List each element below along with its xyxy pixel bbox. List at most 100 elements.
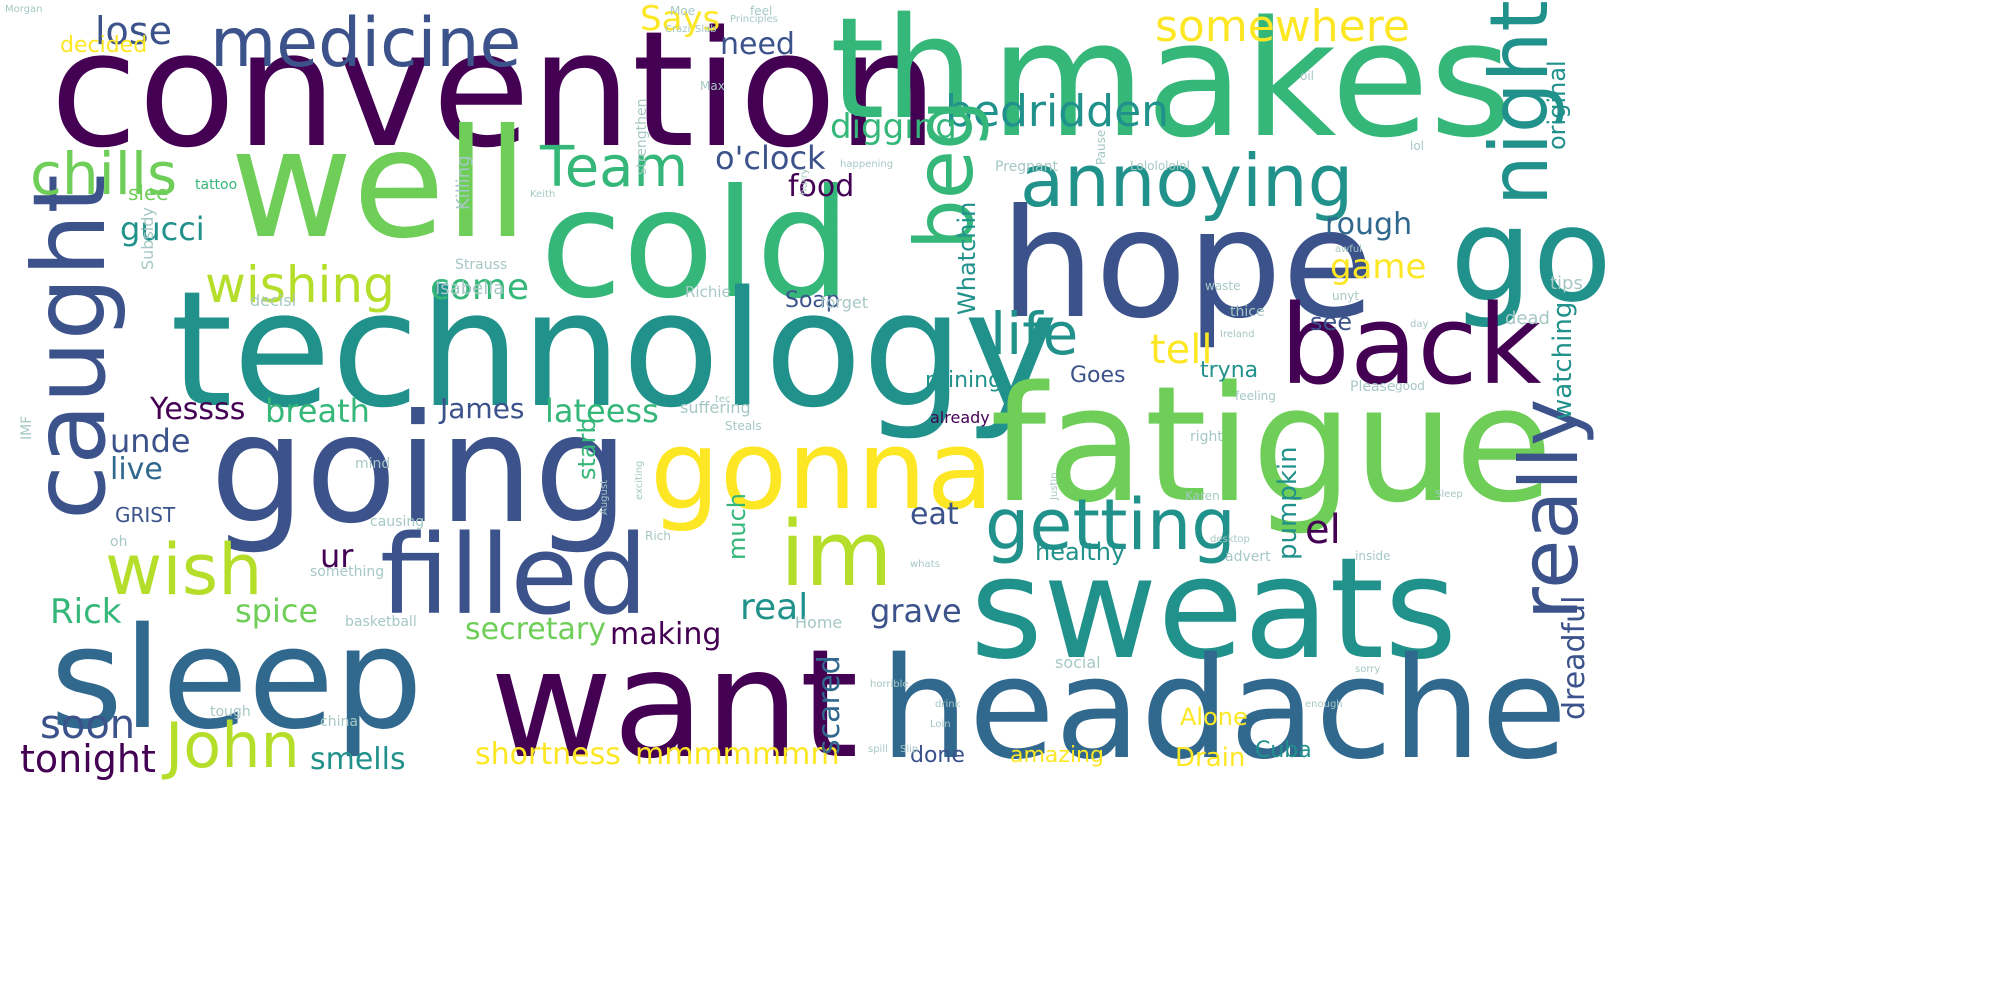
cloud-word: tips <box>1550 273 1583 294</box>
cloud-word: starb <box>573 418 601 480</box>
cloud-word: feel <box>750 4 773 18</box>
cloud-word: hope <box>1000 178 1375 352</box>
cloud-word: real <box>740 587 809 628</box>
cloud-word: amazing <box>1010 743 1104 768</box>
cloud-word: want <box>490 618 859 792</box>
cloud-word: hurry <box>799 168 810 195</box>
cloud-word: strengthen <box>634 98 650 175</box>
cloud-word: basketball <box>345 614 417 630</box>
cloud-word: convention <box>50 0 939 183</box>
cloud-word: Subsidy <box>138 207 157 270</box>
cloud-word: wish <box>105 529 263 611</box>
cloud-word: sleep <box>50 598 423 761</box>
cloud-word: Sleep <box>1435 489 1463 500</box>
cloud-word: IMF <box>19 415 35 440</box>
cloud-word: tough <box>210 704 251 720</box>
cloud-word: awful <box>1335 244 1362 255</box>
cloud-word: tonight <box>20 737 156 781</box>
cloud-word: food <box>788 169 855 204</box>
cloud-word: oh <box>110 534 128 550</box>
cloud-word: go <box>1450 179 1613 331</box>
cloud-word: watching <box>1548 301 1578 420</box>
cloud-word: bedridden <box>945 86 1170 137</box>
cloud-word: Alone <box>1180 703 1248 731</box>
cloud-word: unde <box>110 422 191 460</box>
cloud-word: advert <box>1225 549 1271 565</box>
cloud-word: Pause <box>1094 129 1108 165</box>
cloud-word: ur <box>320 537 354 575</box>
cloud-word: need <box>720 27 795 62</box>
cloud-word: th <box>830 0 974 151</box>
cloud-word: filled <box>380 511 648 639</box>
cloud-word: o'clock <box>715 139 826 177</box>
cloud-word: slee <box>128 181 169 205</box>
cloud-word: decisi <box>250 291 297 310</box>
cloud-word: forget <box>820 293 868 312</box>
cloud-word: tec <box>715 394 731 405</box>
cloud-word: game <box>1330 247 1427 287</box>
cloud-word: breath <box>265 392 370 430</box>
cloud-word: August <box>599 480 610 515</box>
cloud-word: headache <box>880 628 1568 791</box>
cloud-word: see <box>1310 308 1353 336</box>
cloud-word: waste <box>1205 279 1241 293</box>
cloud-word: happening <box>840 159 894 170</box>
cloud-word: tell <box>1150 327 1213 373</box>
cloud-word: pumpkin <box>1273 446 1303 560</box>
cloud-word: Morgan <box>5 4 43 15</box>
cloud-word: medicine <box>210 4 522 83</box>
cloud-word: Killing <box>453 155 474 210</box>
cloud-word: desktop <box>1210 534 1250 545</box>
cloud-word: scared <box>812 655 847 755</box>
cloud-word: Whatchin <box>953 201 981 315</box>
cloud-word: feeling <box>1235 389 1276 403</box>
cloud-word: healthy <box>1035 538 1126 566</box>
cloud-word: Cuba <box>1255 738 1312 763</box>
cloud-word: live <box>110 452 163 487</box>
cloud-word: Isabella <box>435 278 505 299</box>
cloud-word: Home <box>795 613 843 632</box>
cloud-word: Karen <box>1185 489 1220 503</box>
cloud-word: tryna <box>1200 358 1259 383</box>
cloud-word: soon <box>40 702 136 748</box>
cloud-word: wishing <box>205 256 395 314</box>
cloud-word: Drain <box>1175 743 1246 773</box>
cloud-word: technology <box>170 256 1059 443</box>
cloud-word: lateess <box>545 392 659 430</box>
cloud-word: Team <box>540 135 689 200</box>
cloud-word: spill <box>868 744 888 755</box>
cloud-word: secretary <box>465 612 606 647</box>
cloud-word: getting <box>985 484 1236 566</box>
cloud-word: suffering <box>680 398 751 417</box>
cloud-word: day <box>1410 319 1429 330</box>
cloud-word: unyt <box>1332 289 1360 303</box>
cloud-word: gucci <box>120 210 205 248</box>
cloud-word: decided <box>60 33 148 58</box>
cloud-word: digging <box>830 107 957 147</box>
cloud-word: chills <box>30 140 178 208</box>
cloud-word: caught <box>11 174 128 520</box>
cloud-word: something <box>310 564 385 580</box>
cloud-word: already <box>930 408 990 427</box>
cloud-word: GRIST <box>115 503 176 527</box>
cloud-word: social <box>1055 653 1101 672</box>
cloud-word: eat <box>910 497 959 532</box>
cloud-word: Loin <box>930 719 951 730</box>
cloud-word: Slab <box>695 24 717 35</box>
cloud-word: Soap <box>785 288 840 313</box>
cloud-word: Please <box>1350 379 1396 395</box>
cloud-word: Rich <box>645 529 671 543</box>
cloud-word: cold <box>540 158 852 332</box>
cloud-word: much <box>723 493 751 560</box>
cloud-word: Slip <box>900 744 919 755</box>
cloud-word: somewhere <box>1155 1 1410 52</box>
cloud-word: gonna <box>650 406 994 534</box>
cloud-word: lose <box>95 9 172 53</box>
cloud-word: really <box>1503 398 1596 620</box>
cloud-word: right <box>1190 429 1223 445</box>
cloud-word: Strauss <box>455 257 508 273</box>
cloud-word: enough <box>1305 699 1343 710</box>
cloud-word: Goes <box>1070 363 1126 388</box>
cloud-word: ruining <box>925 368 1003 393</box>
cloud-word: im <box>780 502 893 607</box>
